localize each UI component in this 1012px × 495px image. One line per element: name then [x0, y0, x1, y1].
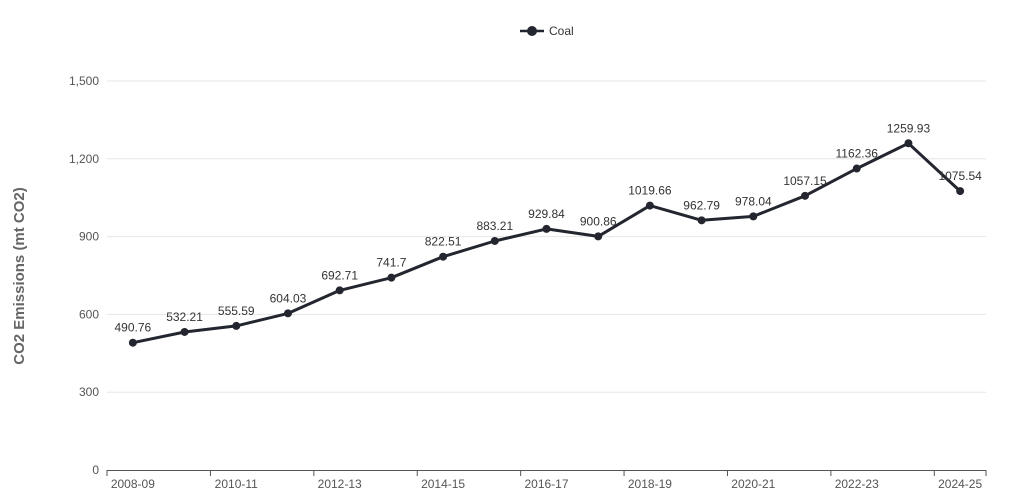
x-tick-label: 2024-25 [938, 477, 982, 491]
data-point[interactable] [594, 232, 603, 241]
series-coal [128, 139, 965, 347]
x-tick-label: 2010-11 [215, 477, 258, 491]
y-tick-label: 600 [79, 307, 99, 321]
data-label: 1259.93 [887, 121, 931, 135]
x-tick-label: 2020-21 [731, 477, 775, 491]
data-point[interactable] [232, 321, 241, 330]
y-tick-label: 900 [79, 230, 99, 244]
data-label: 883.21 [476, 219, 513, 233]
data-label: 1057.15 [783, 174, 827, 188]
data-point[interactable] [387, 273, 396, 282]
data-label: 604.03 [270, 291, 307, 305]
legend[interactable]: Coal [520, 24, 574, 38]
data-point[interactable] [749, 212, 758, 221]
y-axis: 0 300 600 900 1,200 1,500 [69, 74, 99, 477]
data-point[interactable] [904, 139, 913, 148]
y-tick-label: 300 [79, 385, 99, 399]
data-point[interactable] [180, 327, 189, 336]
x-tick-label: 2022-23 [835, 477, 879, 491]
data-point[interactable] [645, 201, 654, 210]
legend-marker-coal [527, 26, 537, 36]
y-tick-label: 0 [92, 463, 99, 477]
y-axis-title: CO2 Emissions (mt CO2) [11, 187, 28, 365]
x-tick-label: 2014-15 [421, 477, 465, 491]
data-label: 962.79 [683, 198, 720, 212]
data-label: 822.51 [425, 235, 462, 249]
data-point[interactable] [439, 252, 448, 261]
data-point[interactable] [801, 191, 810, 200]
data-point[interactable] [852, 164, 861, 173]
data-labels: 490.76 532.21 555.59 604.03 692.71 741.7 822.5… [115, 121, 983, 334]
data-point[interactable] [542, 224, 551, 233]
data-label: 555.59 [218, 304, 255, 318]
data-point[interactable] [956, 187, 965, 196]
data-point[interactable] [697, 216, 706, 225]
data-label: 929.84 [528, 207, 565, 221]
x-tick-label: 2016-17 [524, 477, 568, 491]
grid-lines [107, 80, 986, 393]
data-point[interactable] [335, 286, 344, 295]
data-label: 1075.54 [938, 169, 982, 183]
data-label: 978.04 [735, 194, 772, 208]
data-point[interactable] [283, 309, 292, 318]
x-axis: 2008-09 2010-11 2012-13 2014-15 2016-17 2018-… [106, 470, 987, 491]
data-point[interactable] [490, 236, 499, 245]
y-tick-label: 1,200 [69, 152, 99, 166]
data-label: 692.71 [321, 268, 358, 282]
data-label: 741.7 [376, 256, 406, 270]
y-tick-label: 1,500 [69, 74, 99, 88]
data-point[interactable] [128, 338, 137, 347]
series-line-coal [132, 141, 962, 345]
data-label: 900.86 [580, 214, 617, 228]
x-tick-label: 2012-13 [318, 477, 362, 491]
data-label: 1019.66 [628, 184, 672, 198]
legend-label-coal[interactable]: Coal [549, 24, 574, 38]
x-tick-label: 2008-09 [111, 477, 155, 491]
data-label: 532.21 [166, 310, 203, 324]
x-tick-label: 2018-19 [628, 477, 672, 491]
data-label: 490.76 [115, 321, 152, 335]
data-label: 1162.36 [835, 147, 878, 161]
